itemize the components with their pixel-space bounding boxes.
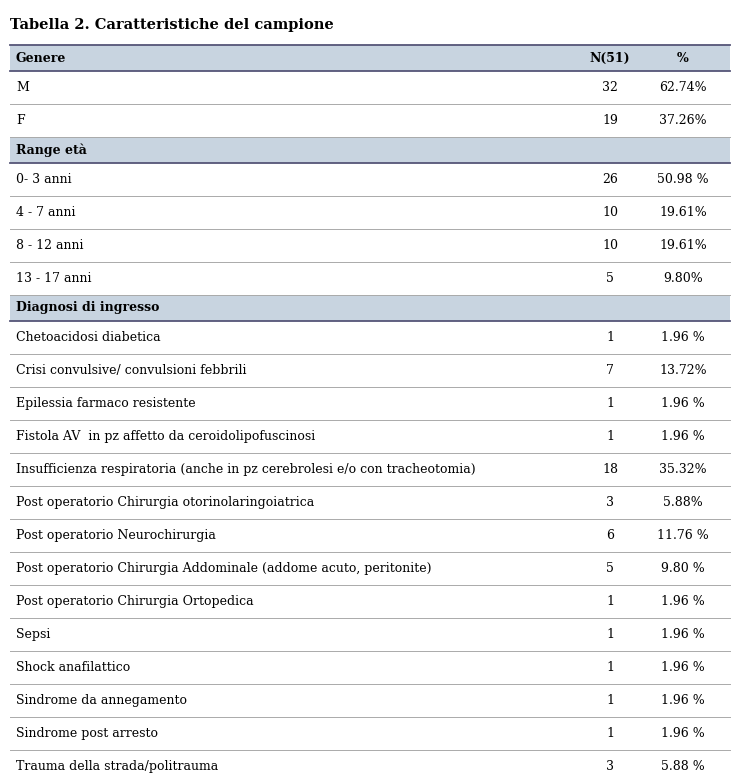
Text: 1.96 %: 1.96 % xyxy=(661,331,705,344)
Text: 5.88%: 5.88% xyxy=(663,496,703,509)
Text: Post operatorio Chirurgia otorinolaringoiatrica: Post operatorio Chirurgia otorinolaringo… xyxy=(16,496,314,509)
Text: 1: 1 xyxy=(606,331,614,344)
Text: Crisi convulsive/ convulsioni febbrili: Crisi convulsive/ convulsioni febbrili xyxy=(16,364,247,377)
Text: 37.26%: 37.26% xyxy=(659,114,707,127)
Text: Insufficienza respiratoria (anche in pz cerebrolesi e/o con tracheotomia): Insufficienza respiratoria (anche in pz … xyxy=(16,463,476,476)
Text: 1.96 %: 1.96 % xyxy=(661,595,705,608)
Text: 5.88 %: 5.88 % xyxy=(661,760,705,773)
Text: 4 - 7 anni: 4 - 7 anni xyxy=(16,206,76,219)
Text: 9.80%: 9.80% xyxy=(663,272,703,285)
Text: Post operatorio Neurochirurgia: Post operatorio Neurochirurgia xyxy=(16,529,216,542)
Text: 0- 3 anni: 0- 3 anni xyxy=(16,173,72,186)
Text: Genere: Genere xyxy=(16,51,67,64)
Text: 7: 7 xyxy=(606,364,614,377)
Text: 19.61%: 19.61% xyxy=(659,206,707,219)
Text: 18: 18 xyxy=(602,463,618,476)
Text: 5: 5 xyxy=(606,562,614,575)
Bar xyxy=(10,295,730,321)
Text: Fistola AV  in pz affetto da ceroidolipofuscinosi: Fistola AV in pz affetto da ceroidolipof… xyxy=(16,430,315,443)
Text: 35.32%: 35.32% xyxy=(659,463,707,476)
Text: 26: 26 xyxy=(602,173,618,186)
Text: Diagnosi di ingresso: Diagnosi di ingresso xyxy=(16,301,159,315)
Text: Tabella 2. Caratteristiche del campione: Tabella 2. Caratteristiche del campione xyxy=(10,18,333,32)
Text: 9.80 %: 9.80 % xyxy=(661,562,705,575)
Text: 1.96 %: 1.96 % xyxy=(661,661,705,674)
Text: 1: 1 xyxy=(606,694,614,707)
Text: N(51): N(51) xyxy=(590,51,631,64)
Text: 32: 32 xyxy=(602,81,618,94)
Text: 50.98 %: 50.98 % xyxy=(657,173,709,186)
Text: 1: 1 xyxy=(606,595,614,608)
Text: 1: 1 xyxy=(606,727,614,740)
Text: 13 - 17 anni: 13 - 17 anni xyxy=(16,272,91,285)
Text: M: M xyxy=(16,81,29,94)
Text: 1.96 %: 1.96 % xyxy=(661,628,705,641)
Text: Post operatorio Chirurgia Ortopedica: Post operatorio Chirurgia Ortopedica xyxy=(16,595,253,608)
Text: 3: 3 xyxy=(606,496,614,509)
Text: 1.96 %: 1.96 % xyxy=(661,397,705,410)
Text: 1: 1 xyxy=(606,628,614,641)
Text: 19: 19 xyxy=(602,114,618,127)
Text: 1: 1 xyxy=(606,661,614,674)
Text: Epilessia farmaco resistente: Epilessia farmaco resistente xyxy=(16,397,196,410)
Text: %: % xyxy=(677,51,689,64)
Text: 13.72%: 13.72% xyxy=(659,364,707,377)
Text: 1.96 %: 1.96 % xyxy=(661,430,705,443)
Text: 6: 6 xyxy=(606,529,614,542)
Text: 5: 5 xyxy=(606,272,614,285)
Text: F: F xyxy=(16,114,24,127)
Text: 10: 10 xyxy=(602,206,618,219)
Text: 1.96 %: 1.96 % xyxy=(661,727,705,740)
Text: 62.74%: 62.74% xyxy=(659,81,707,94)
Text: Shock anafilattico: Shock anafilattico xyxy=(16,661,130,674)
Bar xyxy=(10,45,730,71)
Text: Chetoacidosi diabetica: Chetoacidosi diabetica xyxy=(16,331,161,344)
Text: Sindrome post arresto: Sindrome post arresto xyxy=(16,727,158,740)
Text: 8 - 12 anni: 8 - 12 anni xyxy=(16,239,84,252)
Text: Sindrome da annegamento: Sindrome da annegamento xyxy=(16,694,187,707)
Text: 1.96 %: 1.96 % xyxy=(661,694,705,707)
Text: Trauma della strada/politrauma: Trauma della strada/politrauma xyxy=(16,760,219,773)
Text: 1: 1 xyxy=(606,430,614,443)
Text: Range età: Range età xyxy=(16,143,87,157)
Text: 19.61%: 19.61% xyxy=(659,239,707,252)
Text: 11.76 %: 11.76 % xyxy=(657,529,709,542)
Text: 3: 3 xyxy=(606,760,614,773)
Text: Sepsi: Sepsi xyxy=(16,628,50,641)
Text: 1: 1 xyxy=(606,397,614,410)
Text: 10: 10 xyxy=(602,239,618,252)
Text: Post operatorio Chirurgia Addominale (addome acuto, peritonite): Post operatorio Chirurgia Addominale (ad… xyxy=(16,562,431,575)
Bar xyxy=(10,137,730,163)
